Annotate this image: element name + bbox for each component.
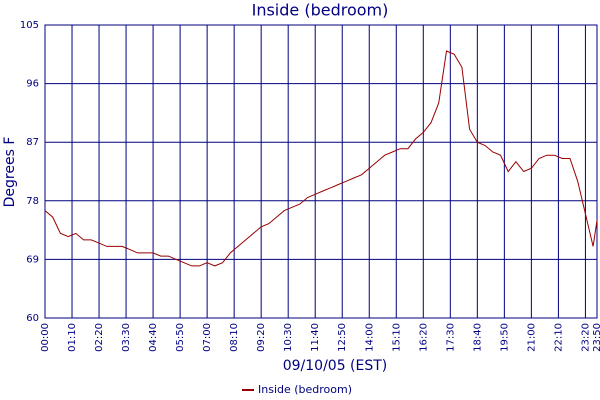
x-tick-label: 16:20 [418, 323, 429, 352]
x-tick-label: 07:00 [202, 323, 213, 352]
x-tick-label: 11:40 [310, 323, 321, 352]
y-tick-label: 69 [26, 254, 39, 265]
x-tick-label: 03:30 [121, 323, 132, 352]
x-tick-label: 18:40 [472, 323, 483, 352]
x-tick-label: 05:50 [175, 323, 186, 352]
y-axis-label: Degrees F [2, 137, 18, 208]
x-tick-label: 23:50 [592, 323, 600, 352]
y-tick-label: 105 [20, 20, 39, 31]
x-tick-label: 09:20 [256, 323, 267, 352]
y-tick-label: 60 [26, 313, 39, 324]
legend-label: Inside (bedroom) [258, 383, 352, 396]
y-tick-label: 96 [26, 79, 39, 90]
x-tick-label: 08:10 [229, 323, 240, 352]
y-tick-label: 87 [26, 137, 39, 148]
x-tick-label: 23:20 [580, 323, 591, 352]
x-tick-label: 14:00 [364, 323, 375, 352]
x-tick-label: 12:50 [337, 323, 348, 352]
x-tick-label: 19:50 [499, 323, 510, 352]
plot-area [44, 24, 598, 319]
y-tick-label: 78 [26, 196, 39, 207]
x-tick-label: 00:00 [40, 323, 51, 352]
x-tick-label: 10:30 [283, 323, 294, 352]
x-tick-label: 15:10 [391, 323, 402, 352]
x-axis-label: 09/10/05 (EST) [283, 358, 388, 374]
x-tick-label: 02:20 [94, 323, 105, 352]
x-tick-label: 22:10 [553, 323, 564, 352]
data-line [44, 50, 598, 267]
x-tick-label: 17:30 [445, 323, 456, 352]
x-tick-label: 01:10 [67, 323, 78, 352]
x-tick-label: 21:00 [526, 323, 537, 352]
chart-title: Inside (bedroom) [252, 1, 389, 20]
x-tick-label: 04:40 [148, 323, 159, 352]
